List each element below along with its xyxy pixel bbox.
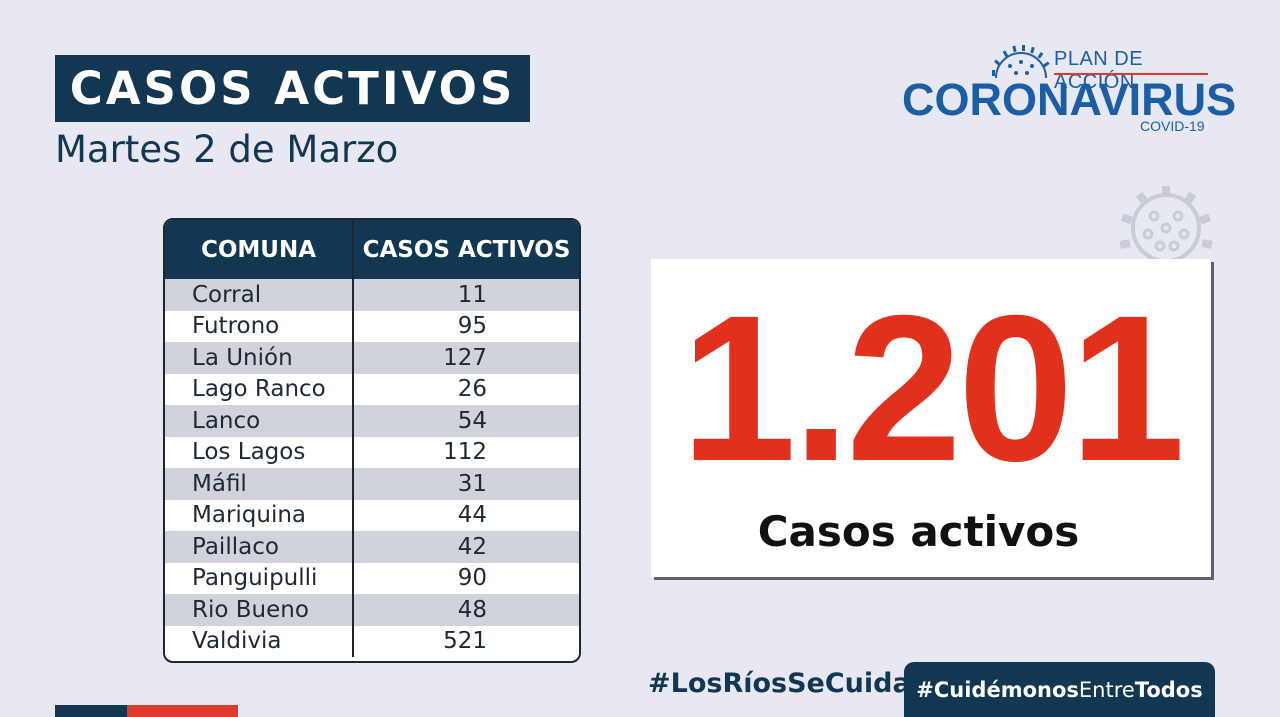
column-header-comuna: COMUNA	[165, 220, 354, 279]
table-row: Corral 11	[165, 279, 579, 311]
cell-comuna: Panguipulli	[165, 562, 354, 594]
cases-table: COMUNA CASOS ACTIVOS Corral 11 Futrono 95 La…	[163, 218, 581, 663]
cell-comuna: Valdivia	[165, 625, 354, 657]
cell-casos: 31	[457, 470, 487, 497]
table-row: Valdivia 521	[165, 625, 579, 657]
table-row: La Unión 127	[165, 342, 579, 374]
logo-name: CORONAVIRUS	[902, 74, 1237, 125]
column-header-casos: CASOS ACTIVOS	[362, 236, 571, 263]
logo-sub: COVID-19	[1140, 118, 1205, 134]
date-subtitle: Martes 2 de Marzo	[55, 128, 399, 171]
accent-red	[127, 705, 238, 717]
hashtag-cuidemonos: #Cuidémonos Entre Todos	[904, 662, 1215, 717]
total-label: Casos activos	[757, 507, 1080, 556]
cell-casos: 11	[457, 281, 487, 308]
total-card: 1.201 Casos activos	[651, 259, 1211, 577]
logo-plan-text: PLAN DE ACCIÓN	[1054, 48, 1144, 93]
hashtag-part-c: Todos	[1134, 677, 1203, 702]
accent-navy	[55, 705, 127, 717]
cell-comuna: Lanco	[165, 405, 354, 437]
table-body: Corral 11 Futrono 95 La Unión 127 Lago Ranco 26…	[165, 279, 579, 657]
cell-comuna: Corral	[165, 279, 354, 311]
page-title-text: CASOS ACTIVOS	[69, 62, 516, 115]
cell-casos: 90	[457, 565, 487, 592]
cell-comuna: Máfil	[165, 468, 354, 500]
cell-comuna: Paillaco	[165, 531, 354, 563]
total-active-cases: 1.201	[680, 273, 1186, 505]
table-row: Lago Ranco 26	[165, 373, 579, 405]
cell-casos: 95	[457, 313, 487, 340]
hashtag-losrios: #LosRíosSeCuida	[648, 668, 911, 699]
cell-casos: 44	[457, 502, 487, 529]
table-row: Mariquina 44	[165, 499, 579, 531]
cell-casos: 521	[443, 628, 487, 655]
table-row: Los Lagos 112	[165, 436, 579, 468]
cell-comuna: La Unión	[165, 342, 354, 374]
cell-comuna: Futrono	[165, 310, 354, 342]
table-header: COMUNA CASOS ACTIVOS	[165, 220, 579, 279]
table-row: Lanco 54	[165, 405, 579, 437]
table-row: Rio Bueno 48	[165, 594, 579, 626]
cell-comuna: Los Lagos	[165, 436, 354, 468]
hashtag-part-b: Entre	[1078, 677, 1135, 702]
coronavirus-logo: PLAN DE ACCIÓN CORONAVIRUS COVID-19	[902, 38, 1236, 138]
virus-icon	[992, 45, 1050, 79]
cell-casos: 42	[457, 533, 487, 560]
cell-casos: 112	[443, 439, 487, 466]
table-row: Máfil 31	[165, 468, 579, 500]
page-title: CASOS ACTIVOS	[55, 55, 530, 122]
hashtag-part-a: #Cuidémonos	[916, 677, 1079, 702]
cell-comuna: Mariquina	[165, 499, 354, 531]
cell-comuna: Rio Bueno	[165, 594, 354, 626]
table-row: Paillaco 42	[165, 531, 579, 563]
cell-casos: 54	[457, 407, 487, 434]
bottom-accent-bar	[55, 705, 238, 717]
table-row: Futrono 95	[165, 310, 579, 342]
cell-casos: 48	[457, 596, 487, 623]
virus-icon	[1119, 186, 1213, 263]
cell-comuna: Lago Ranco	[165, 373, 354, 405]
table-row: Panguipulli 90	[165, 562, 579, 594]
cell-casos: 26	[457, 376, 487, 403]
logo-rule	[1054, 73, 1208, 75]
cell-casos: 127	[443, 344, 487, 371]
